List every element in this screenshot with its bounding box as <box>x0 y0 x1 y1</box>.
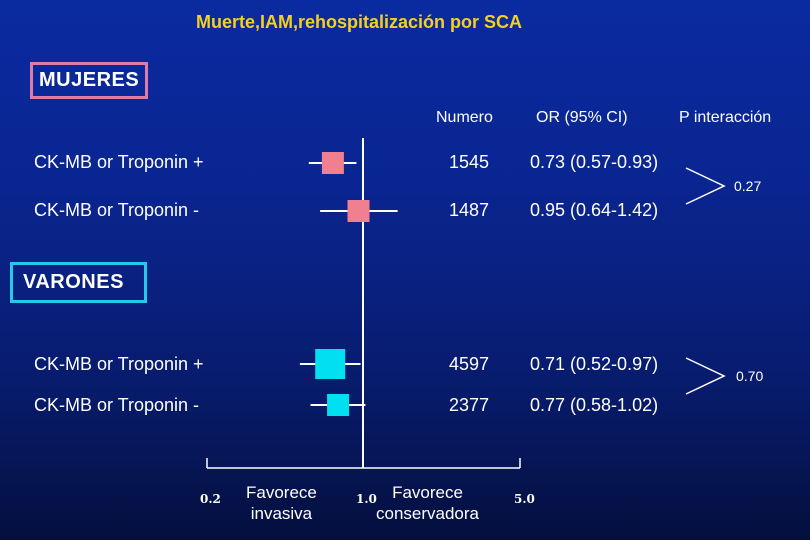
or-varones-pos: 0.71 (0.52-0.97) <box>530 354 659 374</box>
p-interaction-varones: 0.70 <box>736 368 764 384</box>
row-label-mujeres-neg: CK-MB or Troponin - <box>34 200 200 220</box>
favor-invasiva-label: Favorece invasiva <box>246 483 317 523</box>
n-varones-neg: 2377 <box>449 395 490 415</box>
n-mujeres-neg: 1487 <box>449 200 490 220</box>
tick-label-5-0: 5.0 <box>514 492 535 506</box>
header-numero: Numero <box>436 109 493 126</box>
or-varones-neg: 0.77 (0.58-1.02) <box>530 395 659 415</box>
tick-label-0-2: 0.2 <box>200 492 221 506</box>
row-label-varones-pos: CK-MB or Troponin + <box>34 354 204 374</box>
or-point-0 <box>321 152 344 174</box>
tick-label-1-0: 1.0 <box>356 492 377 506</box>
header-or: OR (95% CI) <box>536 109 628 126</box>
group-label-mujeres: MUJERES <box>30 62 149 99</box>
header-p-interaccion: P interacción <box>679 109 772 126</box>
or-point-2 <box>315 349 346 379</box>
favor-conservadora-label: Favorece conservadora <box>376 483 480 523</box>
row-label-varones-neg: CK-MB or Troponin - <box>34 395 200 415</box>
n-varones-pos: 4597 <box>449 354 490 374</box>
group-label-varones: VARONES <box>10 262 147 303</box>
brace-mujeres <box>685 167 726 205</box>
brace-varones <box>685 357 726 395</box>
or-point-3 <box>327 394 350 416</box>
chart-title: Muerte,IAM,rehospitalización por SCA <box>196 12 523 32</box>
or-point-1 <box>347 200 370 222</box>
row-label-mujeres-pos: CK-MB or Troponin + <box>34 152 204 172</box>
or-mujeres-pos: 0.73 (0.57-0.93) <box>530 152 659 172</box>
or-mujeres-neg: 0.95 (0.64-1.42) <box>530 200 659 220</box>
p-interaction-mujeres: 0.27 <box>734 178 762 194</box>
n-mujeres-pos: 1545 <box>449 152 490 172</box>
